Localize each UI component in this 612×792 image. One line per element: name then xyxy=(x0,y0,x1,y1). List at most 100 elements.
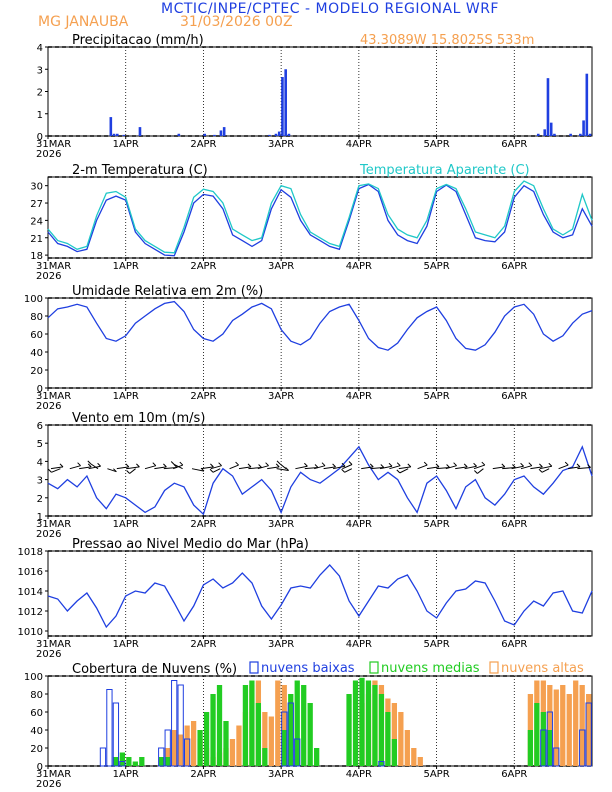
cloud-bar-nuvens-medias xyxy=(223,721,229,766)
panel-title: Precipitacao (mm/h) xyxy=(72,33,204,48)
cloud-bar-nuvens-baixas xyxy=(585,702,592,767)
x-tick-label: 5APR xyxy=(423,769,449,780)
y-tick-label: 60 xyxy=(30,330,43,341)
wind-barb xyxy=(116,466,129,470)
panel-0: 0 1 2 3 4 31MAR 1APR 2APR 3APR 4APR 5APR 6APR 2026 Pr… xyxy=(36,33,593,160)
x-year-label: 2026 xyxy=(36,529,61,540)
y-tick-label: 0 xyxy=(37,384,43,395)
cloud-bar-nuvens-altas xyxy=(560,685,566,766)
wind-barb xyxy=(436,466,450,470)
wind-barb-head xyxy=(125,463,130,468)
cloud-bar-nuvens-altas xyxy=(190,721,197,766)
cloud-bar-nuvens-medias xyxy=(540,712,546,766)
wind-barb-head xyxy=(136,463,140,468)
cloud-bar-nuvens-medias xyxy=(288,694,294,766)
panel-title: Umidade Relativa em 2m (%) xyxy=(72,284,263,299)
cloud-bar-nuvens-altas xyxy=(171,730,177,766)
x-tick-label: 6APR xyxy=(501,769,527,780)
legend-label: nuvens medias xyxy=(381,661,480,676)
precip-bar xyxy=(585,73,589,136)
wind-barb xyxy=(238,466,252,470)
panel-title: 2-m Temperatura (C) xyxy=(72,163,208,178)
panel-5: 0 20 40 60 80 100 31MAR 1APR 2APR 3APR 4APR 5APR 6AP… xyxy=(24,661,593,790)
x-tick-label: 5APR xyxy=(423,391,449,402)
cloud-bar-nuvens-medias xyxy=(294,680,300,766)
cloud-bar-nuvens-medias xyxy=(352,680,359,766)
cloud-bar-nuvens-medias xyxy=(527,730,534,766)
y-tick-label: 0 xyxy=(37,132,43,143)
wind-barb xyxy=(342,464,353,470)
wind-barb xyxy=(332,465,346,470)
series-line-1 xyxy=(47,180,593,254)
wind-barb xyxy=(520,465,532,470)
wind-barb xyxy=(276,468,289,471)
x-tick-label: 2APR xyxy=(190,769,216,780)
wind-barb xyxy=(279,463,287,470)
x-tick-label: 31MAR xyxy=(36,139,71,150)
cloud-bar-nuvens-baixas xyxy=(171,680,178,767)
x-tick-label: 4APR xyxy=(346,519,372,530)
precip-bar xyxy=(536,133,540,136)
x-year-label: 2026 xyxy=(36,779,61,790)
cloud-bar-nuvens-altas xyxy=(398,712,404,766)
cloud-bar-nuvens-medias xyxy=(255,703,262,766)
cloud-bar-nuvens-medias xyxy=(126,757,132,766)
cloud-bar-nuvens-medias xyxy=(385,712,391,766)
x-year-label: 2026 xyxy=(36,271,61,282)
cloud-bar-nuvens-medias xyxy=(113,757,119,766)
y-tick-label: 24 xyxy=(30,216,43,227)
cloud-bar-nuvens-medias xyxy=(249,680,255,766)
wind-barb-head xyxy=(512,464,516,468)
wind-barb-head xyxy=(265,462,269,467)
y-tick-label: 0 xyxy=(37,762,43,773)
panel-title: Cobertura de Nuvens (%) xyxy=(72,662,237,677)
wind-barb xyxy=(79,466,92,470)
cloud-bar-nuvens-altas xyxy=(268,716,274,766)
cloud-bar-nuvens-altas xyxy=(236,725,242,766)
wind-barb-head xyxy=(235,461,239,466)
cloud-bar-nuvens-medias xyxy=(165,757,171,766)
y-tick-label: 21 xyxy=(30,234,43,245)
wind-barb xyxy=(473,464,485,470)
cloud-bar-nuvens-baixas xyxy=(99,747,107,767)
cloud-bar-nuvens-baixas xyxy=(540,729,547,767)
wind-barb xyxy=(370,466,384,470)
cloud-bar-nuvens-baixas xyxy=(294,738,301,767)
wind-barb xyxy=(426,466,440,470)
cloud-bar-nuvens-baixas xyxy=(177,684,184,767)
wind-barb-head xyxy=(463,463,468,468)
wind-barb-head xyxy=(332,463,336,468)
cloud-bar-nuvens-altas xyxy=(566,694,572,766)
x-tick-label: 2APR xyxy=(190,639,216,650)
cloud-bar-nuvens-baixas xyxy=(164,729,171,767)
series-line-0 xyxy=(47,183,593,257)
wind-barb xyxy=(191,468,205,472)
wind-barb-head xyxy=(380,464,385,468)
cloud-bar-nuvens-medias xyxy=(132,761,138,766)
x-tick-label: 6APR xyxy=(501,391,527,402)
legend-label: Temperatura Aparente (C) xyxy=(359,163,530,178)
cloud-bar-nuvens-medias xyxy=(365,680,372,766)
cloud-bar-nuvens-medias xyxy=(372,685,378,766)
wind-barb xyxy=(88,465,101,470)
x-tick-label: 31MAR xyxy=(36,261,71,272)
wind-barb-head xyxy=(321,462,326,467)
wind-barb xyxy=(558,464,569,470)
wind-barb xyxy=(201,466,214,470)
cloud-bar-nuvens-medias xyxy=(203,712,210,766)
x-tick-label: 4APR xyxy=(346,391,372,402)
wind-barb xyxy=(398,466,411,470)
wind-barb-head xyxy=(348,461,353,465)
wind-barb-head xyxy=(453,462,457,467)
run-datetime: 31/03/2026 00Z xyxy=(180,14,293,30)
cloud-bar-nuvens-medias xyxy=(281,730,287,766)
panel-title: Pressao ao Nivel Medio do Mar (hPa) xyxy=(72,537,309,552)
y-tick-label: 20 xyxy=(30,744,43,755)
cloud-bar-nuvens-altas xyxy=(229,739,236,766)
wind-barb xyxy=(492,466,505,470)
cloud-bar-nuvens-baixas xyxy=(553,747,560,767)
x-tick-label: 6APR xyxy=(501,519,527,530)
legend-swatch xyxy=(249,661,259,674)
